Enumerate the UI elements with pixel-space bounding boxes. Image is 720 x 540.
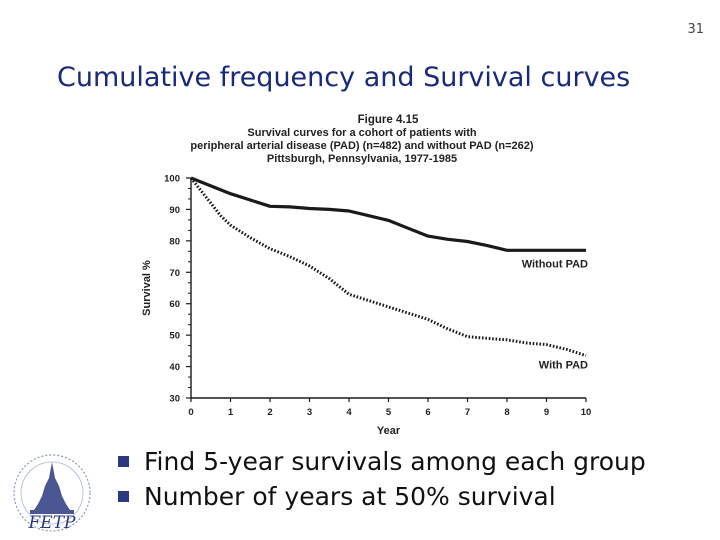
series-label-with-pad: With PAD [539,360,588,372]
x-tick-label: 1 [228,407,234,418]
x-tick-label: 4 [346,407,352,418]
y-tick-label: 80 [169,236,180,247]
series-label-without-pad: Without PAD [522,258,588,270]
bullet-list: Find 5-year survivals among each group N… [118,444,646,514]
bullet-item: Number of years at 50% survival [118,479,646,514]
x-tick-label: 2 [267,407,272,418]
series-line-with-pad [189,177,587,358]
x-tick-label: 9 [544,407,549,418]
x-axis-label: Year [377,425,401,437]
chart-title: Figure 4.15 [358,114,419,126]
bullet-item: Find 5-year survivals among each group [118,444,646,479]
chart-subtitle-line: peripheral arterial disease (PAD) (n=482… [190,140,533,152]
x-tick-label: 5 [386,407,392,418]
series-line-without-pad [190,176,586,252]
bullet-text: Number of years at 50% survival [144,482,556,511]
y-tick-label: 100 [164,174,180,185]
x-tick-label: 10 [581,407,592,418]
bullet-text: Find 5-year survivals among each group [144,447,646,476]
slide-title: Cumulative frequency and Survival curves [57,62,631,93]
y-tick-label: 60 [169,299,180,310]
x-tick-label: 3 [307,407,312,418]
y-axis-label: Survival % [141,260,153,316]
y-tick-label: 50 [169,331,180,342]
x-tick-label: 8 [504,407,509,418]
square-bullet-icon [118,491,129,502]
fetp-logo: FETP [13,454,91,533]
chart-subtitle-line: Pittsburgh, Pennsylvania, 1977-1985 [267,153,457,165]
logo-text: FETP [28,513,77,533]
x-tick-label: 7 [465,407,470,418]
y-tick-label: 90 [169,205,180,216]
x-tick-label: 6 [425,407,430,418]
slide-number: 31 [687,22,704,37]
y-tick-label: 30 [169,394,180,405]
y-tick-label: 40 [169,362,180,373]
chart-subtitle-line: Survival curves for a cohort of patients… [247,127,476,139]
y-tick-label: 70 [169,268,180,279]
square-bullet-icon [118,456,129,467]
x-tick-label: 0 [188,407,193,418]
